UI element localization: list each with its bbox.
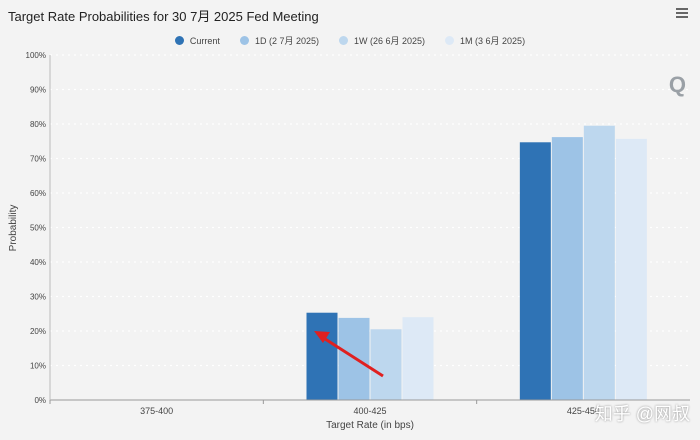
legend-swatch-1d: [239, 36, 249, 45]
legend-swatch-1w: [338, 36, 348, 45]
bar-425-450-1[interactable]: [551, 137, 583, 401]
watermark-q-logo: Q: [668, 72, 686, 97]
bar-425-450-2[interactable]: [583, 125, 615, 400]
bar-400-425-0[interactable]: [306, 312, 338, 400]
bars: [306, 125, 647, 401]
y-tick-label: 70%: [30, 155, 46, 164]
y-tick-label: 80%: [30, 120, 46, 129]
y-tick-label: 90%: [30, 86, 46, 95]
bar-400-425-2[interactable]: [370, 329, 402, 400]
y-axis-label: Probability: [8, 205, 19, 252]
y-tick-labels: 0% 10% 20% 30% 40% 50% 60% 70% 80% 90% 100%: [26, 51, 46, 405]
legend-item-1d[interactable]: 1D (2 7月 2025): [239, 34, 319, 47]
legend-label-1d: 1D (2 7月 2025): [254, 36, 319, 46]
gridlines: [50, 54, 690, 367]
y-tick-label: 30%: [30, 293, 46, 302]
y-tick-label: 60%: [30, 189, 46, 198]
legend-swatch-1m: [445, 36, 455, 45]
legend-item-1m[interactable]: 1M (3 6月 2025): [445, 34, 525, 47]
chart-title: Target Rate Probabilities for 30 7月 2025…: [8, 9, 319, 24]
x-axis-label: Target Rate (in bps): [326, 420, 414, 431]
y-tick-label: 0%: [34, 396, 46, 405]
legend-item-current[interactable]: Current: [174, 34, 220, 47]
chart-legend: Current 1D (2 7月 2025) 1W (26 6月 2025) 1…: [0, 34, 700, 47]
legend-label-current: Current: [189, 35, 220, 46]
y-tick-label: 50%: [30, 224, 46, 233]
y-tick-label: 10%: [30, 362, 46, 371]
y-tick-label: 100%: [26, 51, 46, 60]
x-tick-labels: 375-400 400-425 425-450: [49, 400, 600, 416]
legend-item-1w[interactable]: 1W (26 6月 2025): [338, 34, 426, 47]
bar-400-425-3[interactable]: [402, 317, 434, 400]
x-tick-label: 425-450: [567, 406, 600, 416]
annotation-arrow: [314, 331, 384, 378]
legend-label-1m: 1M (3 6月 2025): [460, 36, 526, 46]
y-tick-label: 20%: [30, 327, 46, 336]
x-tick-label: 400-425: [353, 406, 386, 416]
bar-425-450-0[interactable]: [519, 142, 551, 400]
x-tick-label: 375-400: [140, 406, 173, 416]
y-tick-label: 40%: [30, 258, 46, 267]
legend-label-1w: 1W (26 6月 2025): [353, 36, 426, 46]
legend-swatch-current: [174, 36, 184, 45]
bar-425-450-3[interactable]: [615, 138, 647, 400]
watermark-text: 知乎 @网叔: [594, 404, 690, 424]
hamburger-menu-icon[interactable]: [676, 8, 688, 18]
